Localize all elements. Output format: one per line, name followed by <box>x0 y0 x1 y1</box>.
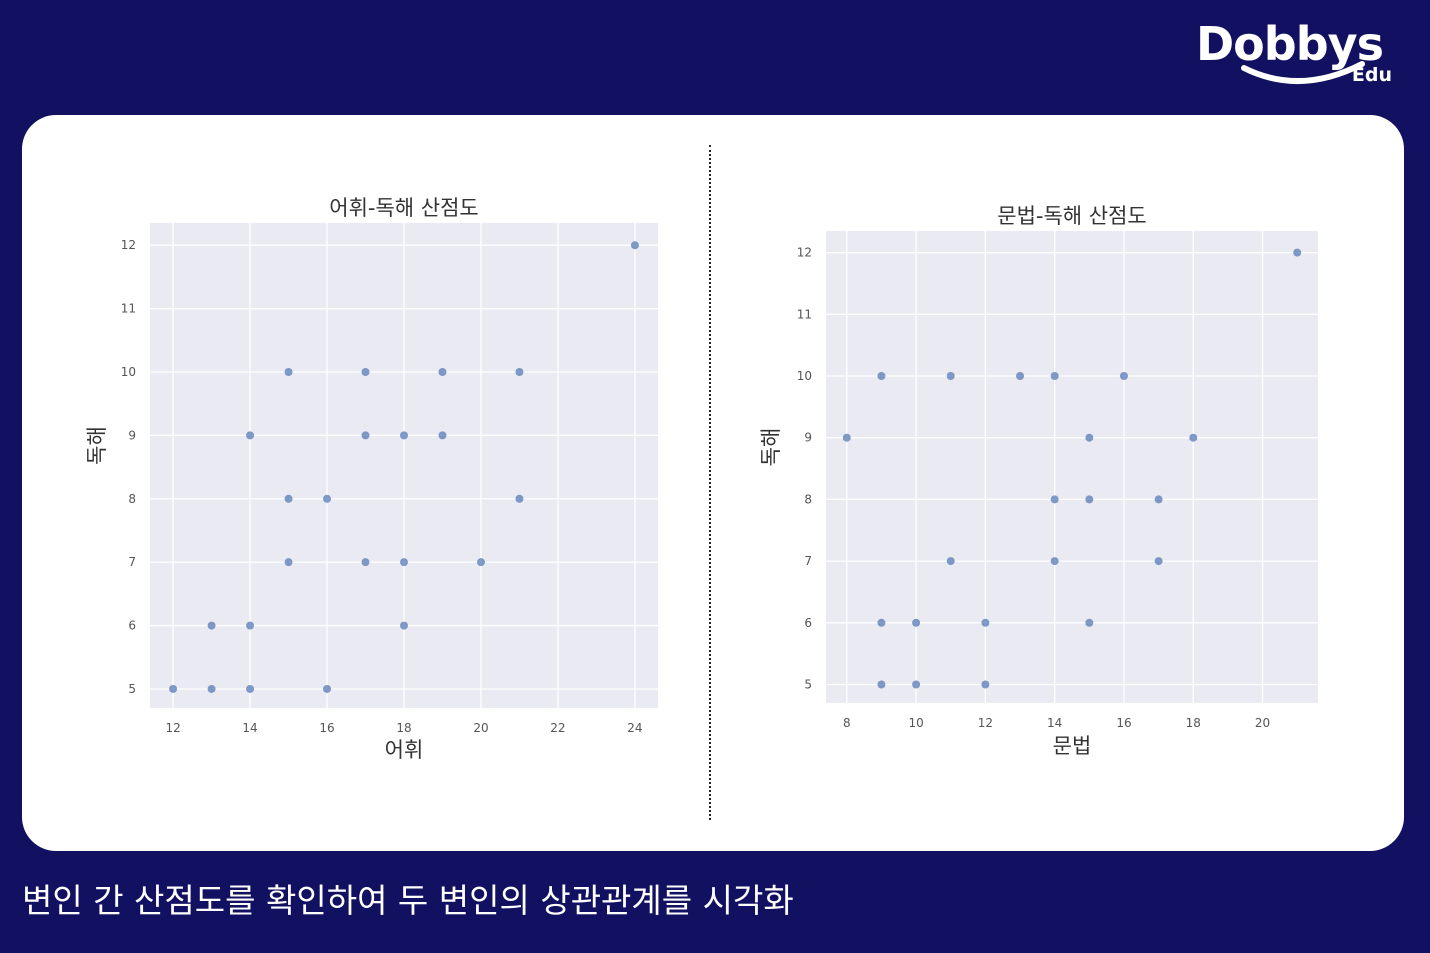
data-point <box>946 557 955 566</box>
data-point <box>361 431 370 440</box>
x-tick-label: 18 <box>396 721 411 735</box>
y-tick-label: 6 <box>804 616 812 630</box>
data-point <box>284 558 293 567</box>
y-tick-label: 11 <box>121 302 136 316</box>
x-tick-label: 22 <box>550 721 565 735</box>
data-point <box>246 621 255 630</box>
brand-sub: Edu <box>1351 64 1392 86</box>
chart-title: 문법-독해 산점도 <box>997 204 1147 228</box>
y-tick-label: 7 <box>804 554 812 568</box>
data-point <box>912 680 921 689</box>
y-tick-label: 9 <box>804 431 812 445</box>
data-point <box>400 431 408 440</box>
data-point <box>877 618 886 627</box>
brand-name: Dobbys <box>1196 17 1384 71</box>
y-tick-label: 6 <box>128 619 136 633</box>
data-point <box>169 684 178 693</box>
data-point <box>1085 495 1094 504</box>
x-tick-label: 8 <box>843 716 851 730</box>
y-tick-label: 7 <box>128 555 136 569</box>
y-axis-label: 독해 <box>85 426 109 465</box>
data-point <box>1016 371 1025 380</box>
data-point <box>946 371 955 380</box>
x-tick-label: 18 <box>1186 716 1201 730</box>
x-tick-label: 14 <box>1047 716 1062 730</box>
data-point <box>630 241 639 250</box>
data-point <box>1050 557 1059 566</box>
data-point <box>1293 248 1302 257</box>
brand-logo: Dobbys Edu <box>1196 14 1396 94</box>
y-tick-label: 5 <box>804 677 812 691</box>
data-point <box>515 494 524 503</box>
chart-title: 어휘-독해 산점도 <box>329 196 479 220</box>
data-point <box>361 367 370 376</box>
x-tick-label: 20 <box>1255 716 1270 730</box>
data-point <box>323 494 332 503</box>
data-point <box>1189 433 1198 442</box>
x-tick-label: 12 <box>165 721 180 735</box>
data-point <box>515 367 524 376</box>
x-axis-label: 어휘 <box>385 738 424 762</box>
y-tick-label: 12 <box>797 246 812 260</box>
data-point <box>1050 495 1059 504</box>
x-tick-label: 12 <box>978 716 993 730</box>
data-point <box>1154 557 1163 566</box>
data-point <box>1119 371 1128 380</box>
data-point <box>1085 433 1094 442</box>
x-tick-label: 14 <box>242 721 257 735</box>
data-point <box>438 431 447 440</box>
swoosh-icon <box>1241 61 1365 84</box>
data-point <box>877 371 886 380</box>
plot-area <box>826 231 1318 703</box>
x-tick-label: 20 <box>473 721 488 735</box>
x-tick-label: 16 <box>319 721 334 735</box>
data-point <box>284 367 293 376</box>
data-point <box>1050 371 1059 380</box>
data-point <box>1085 618 1094 627</box>
data-point <box>438 367 447 376</box>
data-point <box>207 621 216 630</box>
data-point <box>476 558 485 567</box>
y-tick-label: 5 <box>128 682 136 696</box>
data-point <box>207 684 216 693</box>
data-point <box>361 558 370 567</box>
data-point <box>981 618 990 627</box>
data-point <box>1154 495 1163 504</box>
y-tick-label: 11 <box>797 307 812 321</box>
data-point <box>246 684 255 693</box>
y-tick-label: 9 <box>128 428 136 442</box>
y-tick-label: 10 <box>121 365 136 379</box>
data-point <box>981 680 990 689</box>
data-point <box>284 494 293 503</box>
data-point <box>912 618 921 627</box>
divider-line <box>709 145 711 820</box>
x-tick-label: 16 <box>1116 716 1131 730</box>
y-tick-label: 8 <box>128 492 136 506</box>
x-axis-label: 문법 <box>1053 734 1092 758</box>
data-point <box>842 433 851 442</box>
y-axis-label: 독해 <box>759 428 783 467</box>
data-point <box>400 621 408 630</box>
data-point <box>246 431 255 440</box>
x-tick-label: 24 <box>627 721 642 735</box>
data-point <box>400 558 408 567</box>
y-tick-label: 8 <box>804 492 812 506</box>
caption-text: 변인 간 산점도를 확인하여 두 변인의 상관관계를 시각화 <box>22 881 794 920</box>
x-tick-label: 10 <box>908 716 923 730</box>
y-tick-label: 12 <box>121 238 136 252</box>
data-point <box>877 680 886 689</box>
y-tick-label: 10 <box>797 369 812 383</box>
data-point <box>323 684 332 693</box>
